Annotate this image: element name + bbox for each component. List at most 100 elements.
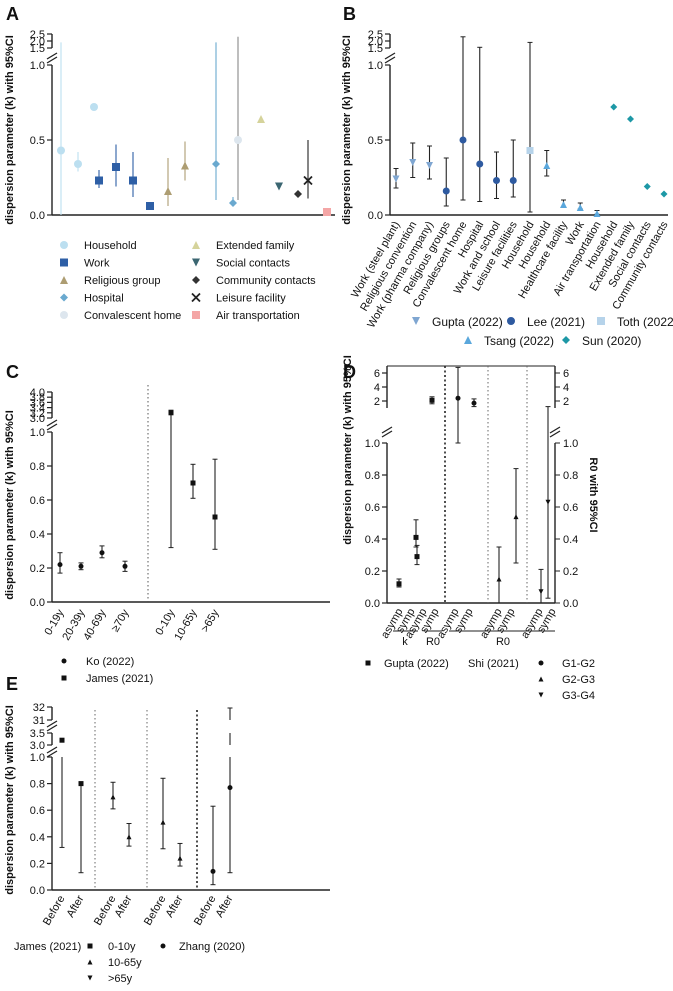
x-tick-label: After [164, 893, 186, 919]
x-tick-label: After [65, 893, 87, 919]
y-tick-label: 3.2 [30, 408, 45, 420]
data-point [476, 160, 484, 168]
y-tick-label: 4 [374, 382, 380, 394]
data-point [513, 514, 519, 520]
axis-break-icon [46, 423, 58, 431]
legend-marker [60, 293, 68, 302]
axis-break-icon [381, 430, 393, 438]
legend-marker [192, 258, 200, 267]
legend-marker [365, 660, 371, 666]
y-axis-title: dispersion parameter (k) with 95%CI [4, 705, 16, 895]
panel-label-C: C [6, 362, 19, 382]
y-tick-label: 2.0 [368, 36, 383, 48]
data-point [294, 190, 302, 198]
y-tick-label: 1.0 [563, 438, 578, 450]
legend-label: Shi (2021) [468, 658, 519, 670]
y-tick-label: 0.8 [563, 470, 578, 482]
y-tick-label: 3.6 [30, 397, 45, 409]
data-point [57, 146, 65, 155]
legend-label: G2-G3 [562, 674, 595, 686]
y-tick-label: 0.6 [30, 805, 45, 817]
legend-marker [192, 276, 200, 284]
panel-label-A: A [6, 4, 19, 24]
legend-marker [412, 317, 420, 325]
legend-marker [192, 311, 200, 319]
legend-label: Religious group [84, 275, 160, 287]
y-tick-label: 3.4 [30, 403, 45, 415]
legend-marker [562, 336, 570, 344]
data-point [129, 176, 137, 185]
data-point [392, 175, 400, 183]
y-tick-label: 0.2 [30, 563, 45, 575]
data-point [164, 187, 172, 195]
data-point [110, 794, 116, 800]
data-point [78, 781, 84, 787]
data-point [543, 162, 551, 169]
y-tick-label: 2.5 [30, 29, 45, 41]
y-tick-label: 0.6 [30, 495, 45, 507]
data-point [275, 182, 283, 191]
legend-label: G1-G2 [562, 658, 595, 670]
x-tick-label: After [214, 893, 236, 919]
y-tick-label: 2 [374, 396, 380, 408]
y-tick-label: 3.0 [30, 740, 45, 752]
y-tick-label: 0.8 [30, 779, 45, 791]
data-point [99, 550, 105, 556]
data-point [560, 201, 567, 208]
y-axis-title: dispersion parameter (k) with 95%CI [341, 35, 353, 225]
y-tick-label: 4 [563, 382, 569, 394]
legend-marker [60, 311, 68, 319]
data-point [593, 210, 601, 217]
y-tick-label: 1.5 [30, 43, 45, 55]
legend-marker [60, 258, 68, 267]
x-tick-label: 10-65y [172, 607, 199, 643]
legend-label: Air transportation [216, 310, 300, 322]
legend-label: Extended family [216, 240, 295, 252]
y-tick-label: 0.8 [30, 461, 45, 473]
legend-marker [87, 943, 93, 949]
y-tick-label: 0.6 [365, 502, 380, 514]
legend-marker [192, 241, 200, 249]
axis-break-icon [46, 750, 58, 758]
data-point [426, 162, 433, 169]
legend-label: Sun (2020) [582, 334, 641, 348]
data-point [90, 103, 98, 111]
data-point [610, 103, 618, 111]
y-tick-label: 1.0 [30, 752, 45, 764]
y-tick-label: 0.4 [30, 832, 45, 844]
y-tick-label: 0.4 [365, 534, 380, 546]
group-label: R0 [496, 636, 510, 648]
y-tick-label: 1.0 [30, 60, 45, 72]
data-point [190, 480, 196, 486]
data-point [471, 400, 477, 406]
y-tick-label: 0.0 [365, 598, 380, 610]
y-tick-label: 2 [563, 396, 569, 408]
data-point [538, 589, 544, 595]
legend-marker [538, 660, 544, 666]
data-point [95, 176, 103, 185]
y-tick-label: 6 [374, 368, 380, 380]
data-point [409, 159, 417, 166]
data-point [303, 175, 313, 186]
data-point [146, 202, 154, 210]
legend-marker [464, 336, 472, 344]
legend-marker [87, 975, 93, 981]
y-tick-label: 1.0 [30, 427, 45, 439]
data-point [168, 410, 174, 416]
legend-marker [160, 943, 166, 949]
data-point [122, 563, 128, 569]
data-point [74, 160, 82, 168]
y-tick-label: 0.5 [368, 135, 383, 147]
legend-marker [87, 959, 93, 965]
y-tick-label: 1.0 [368, 60, 383, 72]
legend-label: Convalescent home [84, 310, 181, 322]
data-point [442, 187, 450, 195]
data-point [210, 868, 216, 874]
axis-break-icon [46, 720, 58, 728]
y-tick-label: 0.0 [563, 598, 578, 610]
legend-marker [60, 241, 68, 249]
data-point [126, 834, 132, 840]
legend-marker [61, 658, 67, 664]
data-point [112, 163, 120, 171]
legend-marker [538, 676, 544, 682]
